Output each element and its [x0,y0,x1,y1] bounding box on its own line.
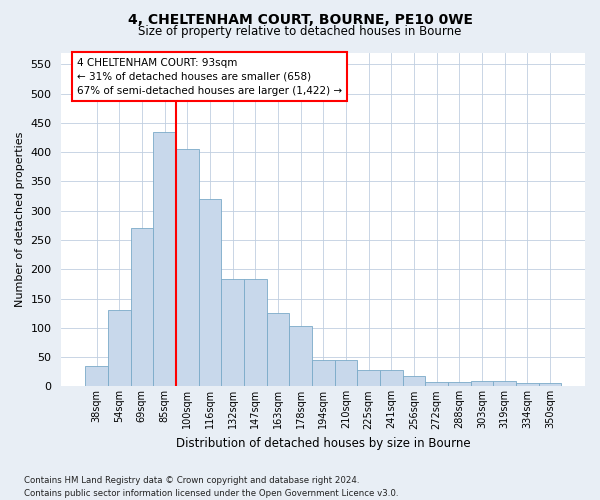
Bar [380,370,403,386]
Bar [176,149,199,386]
Y-axis label: Number of detached properties: Number of detached properties [15,132,25,307]
Bar [539,384,561,386]
Bar [153,132,176,386]
Bar [312,360,335,386]
Bar [85,366,108,386]
Bar [470,380,493,386]
Bar [493,380,516,386]
Bar [448,382,470,386]
Bar [244,279,266,386]
Bar [335,360,357,386]
Bar [108,310,131,386]
Bar [131,228,153,386]
Text: 4 CHELTENHAM COURT: 93sqm
← 31% of detached houses are smaller (658)
67% of semi: 4 CHELTENHAM COURT: 93sqm ← 31% of detac… [77,58,342,96]
X-axis label: Distribution of detached houses by size in Bourne: Distribution of detached houses by size … [176,437,470,450]
Text: 4, CHELTENHAM COURT, BOURNE, PE10 0WE: 4, CHELTENHAM COURT, BOURNE, PE10 0WE [128,12,473,26]
Text: Size of property relative to detached houses in Bourne: Size of property relative to detached ho… [139,25,461,38]
Bar [199,199,221,386]
Bar [425,382,448,386]
Text: Contains HM Land Registry data © Crown copyright and database right 2024.
Contai: Contains HM Land Registry data © Crown c… [24,476,398,498]
Bar [516,384,539,386]
Bar [266,313,289,386]
Bar [357,370,380,386]
Bar [289,326,312,386]
Bar [221,279,244,386]
Bar [403,376,425,386]
